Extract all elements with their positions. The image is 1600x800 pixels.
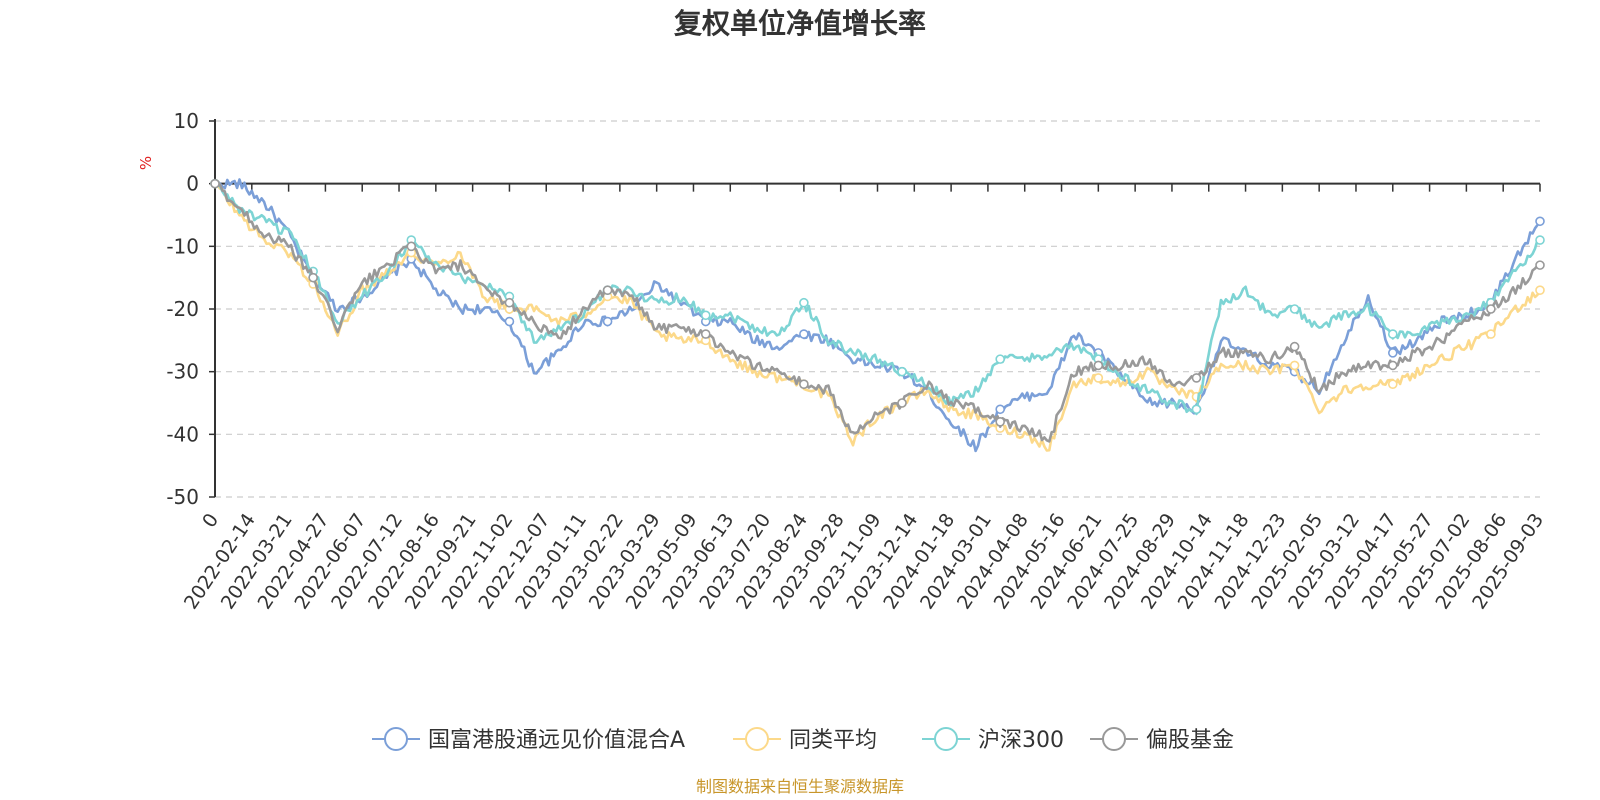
source-note: 制图数据来自恒生聚源数据库 (696, 777, 904, 796)
series-point (1387, 348, 1398, 358)
legend-marker (384, 727, 408, 751)
series-point (1191, 373, 1202, 383)
series-point (1289, 360, 1300, 371)
series-point (1535, 285, 1545, 296)
series-point (210, 178, 220, 189)
series-line (214, 178, 1542, 453)
legend-item[interactable]: 偏股基金 (1090, 727, 1234, 753)
y-tick-label: 10 (174, 109, 199, 133)
legend-item[interactable]: 同类平均 (733, 727, 877, 753)
y-tick-label: -10 (166, 234, 199, 258)
series-point (406, 241, 417, 252)
chart-title: 复权单位净值增长率 (674, 7, 926, 40)
series-point (1387, 329, 1398, 339)
legend-label: 国富港股通远见价值混合A (428, 728, 685, 753)
series-point (602, 285, 613, 296)
series-point (799, 379, 809, 390)
series-point (995, 416, 1005, 427)
series-line (214, 182, 1541, 443)
legend-label: 偏股基金 (1146, 728, 1234, 753)
x-axis: 02022-02-142022-03-212022-04-272022-06-0… (180, 182, 1548, 613)
series-point (1486, 329, 1496, 339)
series-point (504, 297, 515, 308)
legend-item[interactable]: 国富港股通远见价值混合A (372, 727, 685, 753)
series-point (799, 329, 809, 339)
series-point (504, 316, 515, 327)
legend-item[interactable]: 沪深300 (922, 727, 1064, 753)
series-point (1535, 235, 1545, 245)
y-tick-label: -40 (166, 422, 199, 446)
y-axis-unit: % (137, 156, 155, 170)
series-point (799, 297, 809, 308)
x-tick-label: 0 (198, 509, 223, 531)
series-point (1535, 260, 1545, 270)
series-point (897, 398, 907, 408)
series-point (1387, 360, 1398, 371)
series-point (995, 404, 1005, 415)
series-point (308, 272, 318, 283)
y-tick-label: -50 (166, 485, 199, 509)
series-lines (210, 178, 1545, 453)
series-point (1191, 404, 1202, 415)
series-point (1093, 360, 1104, 371)
series-point (897, 366, 907, 377)
series-point (700, 329, 711, 339)
series-point (602, 316, 613, 327)
legend[interactable]: 国富港股通远见价值混合A 同类平均 沪深300 偏股基金 (372, 727, 1234, 753)
y-tick-label: 0 (186, 172, 199, 196)
legend-label: 同类平均 (789, 728, 877, 753)
series-point (1289, 304, 1300, 314)
series-point (1535, 216, 1545, 227)
legend-label: 沪深300 (978, 728, 1064, 753)
series-point (995, 354, 1005, 364)
series-point (1289, 341, 1300, 352)
grid-lines (215, 120, 1540, 498)
series-line (214, 182, 1541, 416)
y-axis: 10 0 -10 -20 -30 -40 -50 (166, 109, 216, 509)
series-point (1387, 379, 1398, 390)
y-tick-label: -20 (166, 297, 199, 321)
y-tick-label: -30 (166, 360, 199, 384)
legend-marker (1102, 727, 1126, 751)
series-line (214, 182, 1542, 452)
series-point (700, 310, 711, 321)
series-point (1486, 304, 1496, 314)
series-point (1093, 373, 1104, 383)
legend-marker (745, 727, 769, 751)
legend-marker (934, 727, 958, 751)
